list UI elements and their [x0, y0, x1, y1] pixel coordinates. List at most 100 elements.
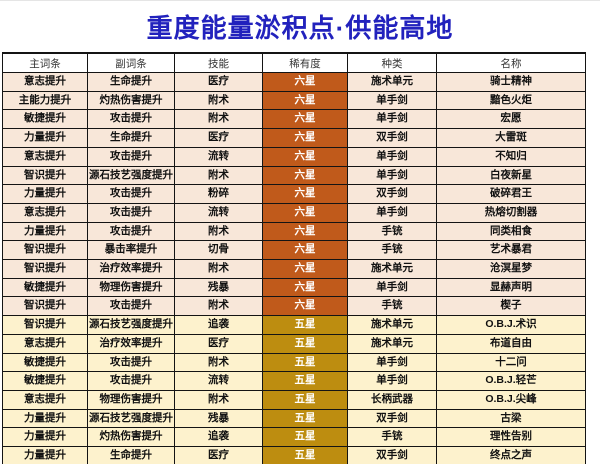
loot-table: 主词条 副词条 技能 稀有度 种类 名称 意志提升 生命提升 医疗 六星 施术单元 骑士精神 主能力提… — [2, 52, 586, 464]
cell-type: 单手剑 — [347, 352, 437, 373]
cell-sub-stat: 攻击提升 — [87, 371, 175, 391]
cell-skill: 残暴 — [174, 277, 263, 298]
cell-main-stat: 智识提升 — [2, 165, 88, 186]
cell-sub-stat: 攻击提升 — [87, 109, 175, 130]
cell-type: 手铳 — [347, 221, 437, 242]
cell-name: 显赫声明 — [436, 277, 586, 298]
cell-sub-stat: 攻击提升 — [87, 221, 175, 242]
cell-rarity: 六星 — [262, 72, 348, 92]
cell-skill: 医疗 — [174, 72, 263, 92]
cell-name: O.B.J.尖峰 — [436, 389, 586, 410]
cell-rarity: 五星 — [262, 408, 348, 429]
cell-skill: 附术 — [174, 109, 263, 130]
cell-sub-stat: 物理伤害提升 — [87, 389, 175, 410]
cell-rarity: 六星 — [262, 202, 348, 223]
cell-type: 施术单元 — [347, 259, 437, 279]
cell-main-stat: 力量提升 — [2, 446, 88, 464]
cell-sub-stat: 源石技艺强度提升 — [87, 165, 175, 186]
cell-name: 白夜新星 — [436, 165, 586, 186]
cell-sub-stat: 源石技艺强度提升 — [87, 408, 175, 429]
table-row: 智识提升 暴击率提升 切骨 六星 手铳 艺术暴君 — [2, 240, 586, 261]
cell-name: 布道自由 — [436, 333, 586, 354]
cell-sub-stat: 攻击提升 — [87, 202, 175, 223]
cell-sub-stat: 暴击率提升 — [87, 240, 175, 261]
table-row: 智识提升 源石技艺强度提升 附术 六星 单手剑 白夜新星 — [2, 165, 586, 186]
table-row: 敏捷提升 攻击提升 附术 六星 单手剑 宏愿 — [2, 109, 586, 130]
table-row: 智识提升 源石技艺强度提升 追袭 五星 施术单元 O.B.J.术识 — [2, 315, 586, 335]
column-header-5: 名称 — [436, 52, 586, 73]
cell-name: 理性告别 — [436, 427, 586, 448]
cell-sub-stat: 源石技艺强度提升 — [87, 315, 175, 335]
cell-name: 艺术暴君 — [436, 240, 586, 261]
cell-main-stat: 力量提升 — [2, 408, 88, 429]
cell-skill: 残暴 — [174, 408, 263, 429]
cell-main-stat: 意志提升 — [2, 333, 88, 354]
table-row: 力量提升 攻击提升 粉碎 六星 双手剑 破碎君王 — [2, 184, 586, 204]
cell-rarity: 六星 — [262, 165, 348, 186]
table-row: 意志提升 攻击提升 流转 六星 单手剑 不知归 — [2, 146, 586, 167]
cell-rarity: 六星 — [262, 90, 348, 111]
cell-main-stat: 敏捷提升 — [2, 352, 88, 373]
cell-main-stat: 智识提升 — [2, 296, 88, 317]
column-header-3: 稀有度 — [262, 52, 348, 73]
cell-type: 施术单元 — [347, 72, 437, 92]
cell-main-stat: 意志提升 — [2, 202, 88, 223]
cell-type: 单手剑 — [347, 277, 437, 298]
cell-main-stat: 意志提升 — [2, 146, 88, 167]
cell-rarity: 六星 — [262, 109, 348, 130]
cell-skill: 流转 — [174, 202, 263, 223]
cell-sub-stat: 攻击提升 — [87, 184, 175, 204]
cell-name: O.B.J.轻芒 — [436, 371, 586, 391]
table-row: 意志提升 治疗效率提升 医疗 五星 施术单元 布道自由 — [2, 333, 586, 354]
table-row: 智识提升 治疗效率提升 附术 六星 施术单元 沧溟星梦 — [2, 259, 586, 279]
cell-name: 热熔切割器 — [436, 202, 586, 223]
cell-type: 长柄武器 — [347, 389, 437, 410]
table-row: 敏捷提升 攻击提升 附术 五星 单手剑 十二问 — [2, 352, 586, 373]
cell-name: 同类相食 — [436, 221, 586, 242]
cell-type: 单手剑 — [347, 165, 437, 186]
cell-name: 宏愿 — [436, 109, 586, 130]
cell-name: 破碎君王 — [436, 184, 586, 204]
cell-rarity: 六星 — [262, 146, 348, 167]
cell-name: 骑士精神 — [436, 72, 586, 92]
cell-rarity: 五星 — [262, 446, 348, 464]
cell-rarity: 六星 — [262, 221, 348, 242]
cell-name: 不知归 — [436, 146, 586, 167]
cell-type: 施术单元 — [347, 315, 437, 335]
cell-rarity: 五星 — [262, 427, 348, 448]
cell-skill: 追袭 — [174, 427, 263, 448]
column-header-2: 技能 — [174, 52, 263, 73]
cell-sub-stat: 治疗效率提升 — [87, 259, 175, 279]
table-row: 力量提升 生命提升 医疗 五星 双手剑 终点之声 — [2, 446, 586, 464]
table-row: 力量提升 灼热伤害提升 追袭 五星 手铳 理性告别 — [2, 427, 586, 448]
cell-sub-stat: 治疗效率提升 — [87, 333, 175, 354]
column-header-4: 种类 — [347, 52, 437, 73]
header-row: 主词条 副词条 技能 稀有度 种类 名称 — [2, 52, 586, 73]
cell-main-stat: 智识提升 — [2, 240, 88, 261]
cell-skill: 附术 — [174, 90, 263, 111]
cell-type: 单手剑 — [347, 371, 437, 391]
cell-skill: 流转 — [174, 146, 263, 167]
cell-rarity: 五星 — [262, 389, 348, 410]
cell-type: 手铳 — [347, 296, 437, 317]
cell-type: 手铳 — [347, 427, 437, 448]
cell-type: 双手剑 — [347, 446, 437, 464]
cell-main-stat: 敏捷提升 — [2, 277, 88, 298]
cell-skill: 附术 — [174, 296, 263, 317]
cell-rarity: 六星 — [262, 259, 348, 279]
cell-main-stat: 敏捷提升 — [2, 109, 88, 130]
cell-type: 手铳 — [347, 240, 437, 261]
cell-main-stat: 力量提升 — [2, 427, 88, 448]
table-body: 意志提升 生命提升 医疗 六星 施术单元 骑士精神 主能力提升 灼热伤害提升 附术 六星 单手剑 黯色… — [2, 72, 586, 464]
cell-skill: 追袭 — [174, 315, 263, 335]
table-row: 意志提升 生命提升 医疗 六星 施术单元 骑士精神 — [2, 72, 586, 92]
table-row: 力量提升 源石技艺强度提升 残暴 五星 双手剑 古梁 — [2, 408, 586, 429]
cell-main-stat: 智识提升 — [2, 315, 88, 335]
column-header-0: 主词条 — [2, 52, 88, 73]
table-header: 主词条 副词条 技能 稀有度 种类 名称 — [2, 52, 586, 73]
table-row: 力量提升 攻击提升 附术 六星 手铳 同类相食 — [2, 221, 586, 242]
table-row: 敏捷提升 攻击提升 流转 五星 单手剑 O.B.J.轻芒 — [2, 371, 586, 391]
cell-name: 楔子 — [436, 296, 586, 317]
cell-name: 黯色火炬 — [436, 90, 586, 111]
cell-skill: 附术 — [174, 389, 263, 410]
